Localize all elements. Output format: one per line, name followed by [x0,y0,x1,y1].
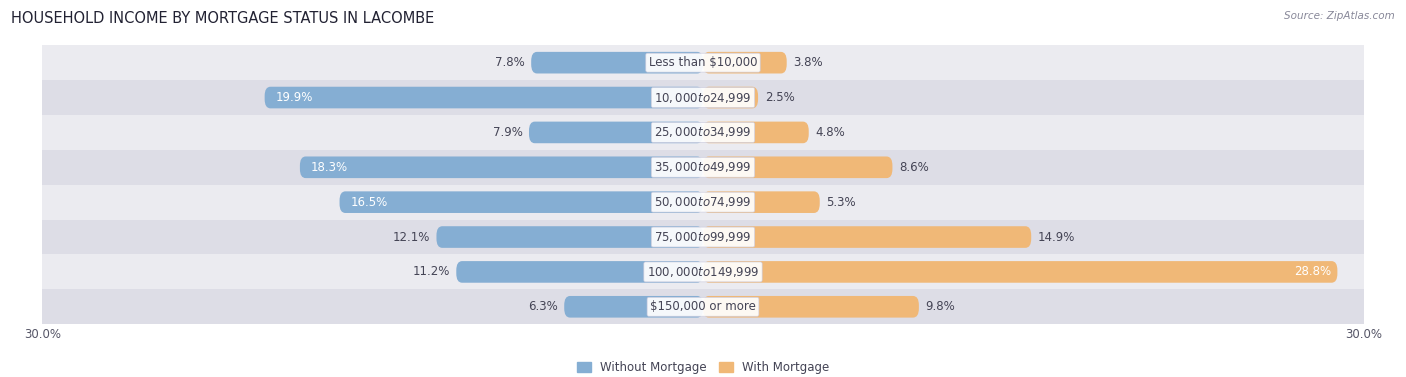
FancyBboxPatch shape [703,261,1337,283]
Text: 14.9%: 14.9% [1038,231,1076,244]
Text: 5.3%: 5.3% [827,196,856,208]
Text: 19.9%: 19.9% [276,91,314,104]
Text: $25,000 to $34,999: $25,000 to $34,999 [654,126,752,139]
FancyBboxPatch shape [529,122,703,143]
FancyBboxPatch shape [264,87,703,108]
Text: 2.5%: 2.5% [765,91,794,104]
Text: 6.3%: 6.3% [527,300,558,313]
FancyBboxPatch shape [703,156,893,178]
FancyBboxPatch shape [436,226,703,248]
Bar [42,219,1364,254]
Text: 7.8%: 7.8% [495,56,524,69]
FancyBboxPatch shape [339,192,703,213]
Text: $75,000 to $99,999: $75,000 to $99,999 [654,230,752,244]
Text: Less than $10,000: Less than $10,000 [648,56,758,69]
Bar [42,45,1364,80]
Text: 12.1%: 12.1% [392,231,430,244]
FancyBboxPatch shape [457,261,703,283]
Bar [42,80,1364,115]
Text: $35,000 to $49,999: $35,000 to $49,999 [654,160,752,174]
Text: 11.2%: 11.2% [412,265,450,278]
FancyBboxPatch shape [299,156,703,178]
FancyBboxPatch shape [703,87,758,108]
Text: 3.8%: 3.8% [793,56,823,69]
Text: 8.6%: 8.6% [898,161,929,174]
Bar [42,254,1364,290]
Text: $100,000 to $149,999: $100,000 to $149,999 [647,265,759,279]
Text: 7.9%: 7.9% [492,126,523,139]
Bar [42,289,1364,324]
FancyBboxPatch shape [703,226,1031,248]
Legend: Without Mortgage, With Mortgage: Without Mortgage, With Mortgage [571,355,835,377]
Text: $150,000 or more: $150,000 or more [650,300,756,313]
Text: 18.3%: 18.3% [311,161,349,174]
FancyBboxPatch shape [531,52,703,74]
Text: 4.8%: 4.8% [815,126,845,139]
Text: $50,000 to $74,999: $50,000 to $74,999 [654,195,752,209]
FancyBboxPatch shape [703,296,920,317]
Bar [42,185,1364,219]
FancyBboxPatch shape [703,122,808,143]
Text: $10,000 to $24,999: $10,000 to $24,999 [654,90,752,104]
FancyBboxPatch shape [703,52,787,74]
Text: 9.8%: 9.8% [925,300,955,313]
Text: 28.8%: 28.8% [1294,265,1330,278]
Text: HOUSEHOLD INCOME BY MORTGAGE STATUS IN LACOMBE: HOUSEHOLD INCOME BY MORTGAGE STATUS IN L… [11,11,434,26]
Bar [42,150,1364,185]
FancyBboxPatch shape [564,296,703,317]
FancyBboxPatch shape [703,192,820,213]
Text: Source: ZipAtlas.com: Source: ZipAtlas.com [1284,11,1395,21]
Text: 16.5%: 16.5% [350,196,388,208]
Bar [42,115,1364,150]
